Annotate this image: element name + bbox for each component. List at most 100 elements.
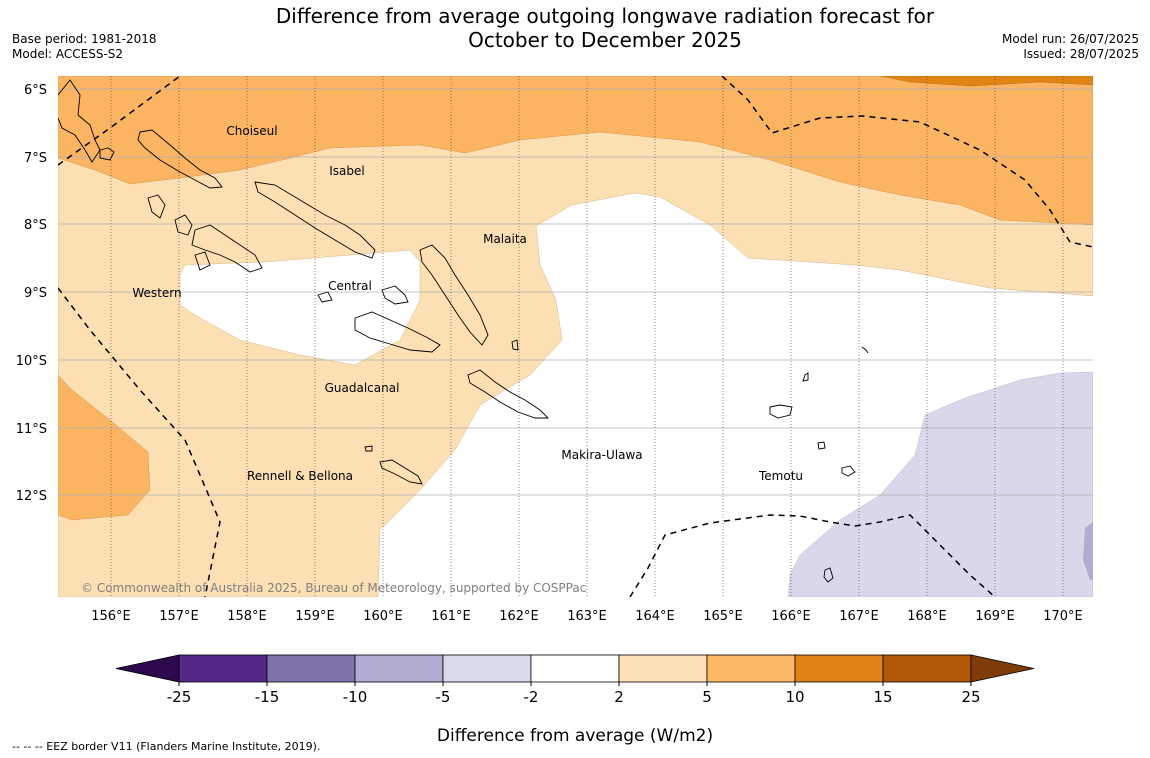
region-label-isabel: Isabel: [329, 164, 364, 178]
region-label-choiseul: Choiseul: [226, 124, 277, 138]
colorbar-tick-label: -10: [343, 688, 368, 706]
lon-label: 160°E: [363, 609, 403, 624]
model-run: Model run: 26/07/2025: [1001, 32, 1139, 46]
lon-label: 165°E: [703, 609, 743, 624]
island-duff: [861, 346, 869, 354]
island-new-georgia: [191, 224, 263, 273]
lon-label: 169°E: [975, 609, 1015, 624]
anomaly-5-to-10-north: [58, 76, 1093, 226]
lat-label: 6°S: [24, 83, 47, 98]
region-labels: Choiseul Isabel Malaita Western Central …: [132, 124, 803, 483]
lat-label: 7°S: [24, 151, 47, 166]
title-line-2: October to December 2025: [468, 28, 742, 52]
lon-label: 158°E: [227, 609, 267, 624]
colorbar-tick-label: 2: [614, 688, 624, 706]
island-bougainville: [58, 79, 101, 163]
island-nggela: [381, 285, 409, 305]
island-vanikoro: [841, 465, 856, 477]
lon-label: 170°E: [1043, 609, 1083, 624]
colorbar-extension-low: [115, 654, 180, 683]
lon-label: 157°E: [159, 609, 199, 624]
copyright-notice: © Commonwealth of Australia 2025, Bureau…: [81, 581, 586, 595]
anomaly-neg10-to-neg5: [1083, 522, 1093, 580]
island-guadalcanal: [354, 311, 441, 353]
region-label-guadalcanal: Guadalcanal: [325, 381, 400, 395]
lon-label: 161°E: [431, 609, 471, 624]
colorbar-segment: [354, 654, 444, 683]
lat-gridlines: [58, 88, 1093, 496]
colorbar-tick-label: -2: [524, 688, 539, 706]
colorbar-segment: [794, 654, 884, 683]
island-reef-islands: [802, 372, 809, 382]
region-label-makira-ulawa: Makira-Ulawa: [561, 448, 642, 462]
lat-label: 12°S: [16, 489, 47, 504]
lon-label: 159°E: [295, 609, 335, 624]
colorbar-segment: [178, 654, 268, 683]
island-shortlands: [99, 147, 115, 161]
lon-label: 163°E: [567, 609, 607, 624]
colorbar-ticks: -25 -15 -10 -5 -2 2 5 10 15 25: [167, 682, 981, 706]
map-area: © Commonwealth of Australia 2025, Bureau…: [58, 76, 1093, 597]
colorbar-segment: [618, 654, 708, 683]
colorbar-segment: [266, 654, 356, 683]
lon-label: 164°E: [635, 609, 675, 624]
island-santa-isabel: [254, 181, 376, 259]
anomaly-10-to-15: [879, 76, 1093, 87]
model-name: Model: ACCESS-S2: [12, 47, 124, 61]
island-rendova: [194, 251, 211, 271]
issued-date: Issued: 28/07/2025: [1023, 47, 1139, 61]
region-label-western: Western: [132, 286, 181, 300]
island-makira: [467, 369, 550, 419]
base-period: Base period: 1981-2018: [12, 32, 157, 46]
meta-right: Model run: 26/07/2025 Issued: 28/07/2025: [1002, 32, 1139, 62]
meta-left: Base period: 1981-2018 Model: ACCESS-S2: [12, 32, 157, 62]
anomaly-2-to-5: [58, 76, 1093, 597]
island-savo: [317, 291, 333, 303]
lat-label: 10°S: [16, 354, 47, 369]
lon-label: 166°E: [771, 609, 811, 624]
region-label-rennell-bellona: Rennell & Bellona: [247, 469, 353, 483]
island-malaita: [419, 244, 489, 346]
region-label-temotu: Temotu: [758, 469, 803, 483]
colorbar-tick-label: -5: [436, 688, 451, 706]
island-vella-lavella: [147, 194, 166, 219]
island-choiseul: [137, 129, 223, 189]
lat-label: 9°S: [24, 286, 47, 301]
region-label-malaita: Malaita: [483, 232, 527, 246]
lat-label: 11°S: [16, 422, 47, 437]
longitude-labels: 156°E 157°E 158°E 159°E 160°E 161°E 162°…: [91, 609, 1083, 624]
latitude-labels: 6°S 7°S 8°S 9°S 10°S 11°S 12°S: [16, 83, 47, 504]
anomaly-white-central: [179, 249, 421, 366]
island-bellona: [364, 445, 373, 452]
lat-label: 8°S: [24, 218, 47, 233]
lon-label: 156°E: [91, 609, 131, 624]
island-kolombangara: [174, 214, 193, 236]
lon-label: 168°E: [907, 609, 947, 624]
island-tikopia: [823, 567, 834, 583]
island-ulawa: [511, 339, 519, 351]
island-rennell: [379, 459, 423, 485]
colorbar-extension-high: [970, 654, 1035, 683]
island-utupua: [817, 441, 826, 450]
colorbar-tick-label: -25: [167, 688, 192, 706]
colorbar-segment: [882, 654, 972, 683]
colorbar-tick-label: 10: [785, 688, 804, 706]
colorbar-segment: [530, 654, 620, 683]
lon-label: 167°E: [839, 609, 879, 624]
colorbar-tick-label: 5: [702, 688, 712, 706]
eez-borders: [58, 76, 1093, 597]
colorbar-segment: [442, 654, 532, 683]
title-line-1: Difference from average outgoing longwav…: [275, 4, 935, 28]
colorbar-tick-label: 25: [961, 688, 980, 706]
eez-footnote: -- -- -- EEZ border V11 (Flanders Marine…: [12, 740, 321, 753]
colorbar: [115, 654, 1035, 683]
lon-label: 162°E: [499, 609, 539, 624]
coastlines: [58, 79, 869, 583]
region-label-central: Central: [328, 279, 372, 293]
colorbar-tick-label: -15: [255, 688, 280, 706]
anomaly-5-to-10-southwest: [58, 374, 151, 521]
colorbar-segment: [706, 654, 796, 683]
island-santa-cruz: [769, 404, 793, 419]
colorbar-label: Difference from average (W/m2): [436, 726, 714, 746]
